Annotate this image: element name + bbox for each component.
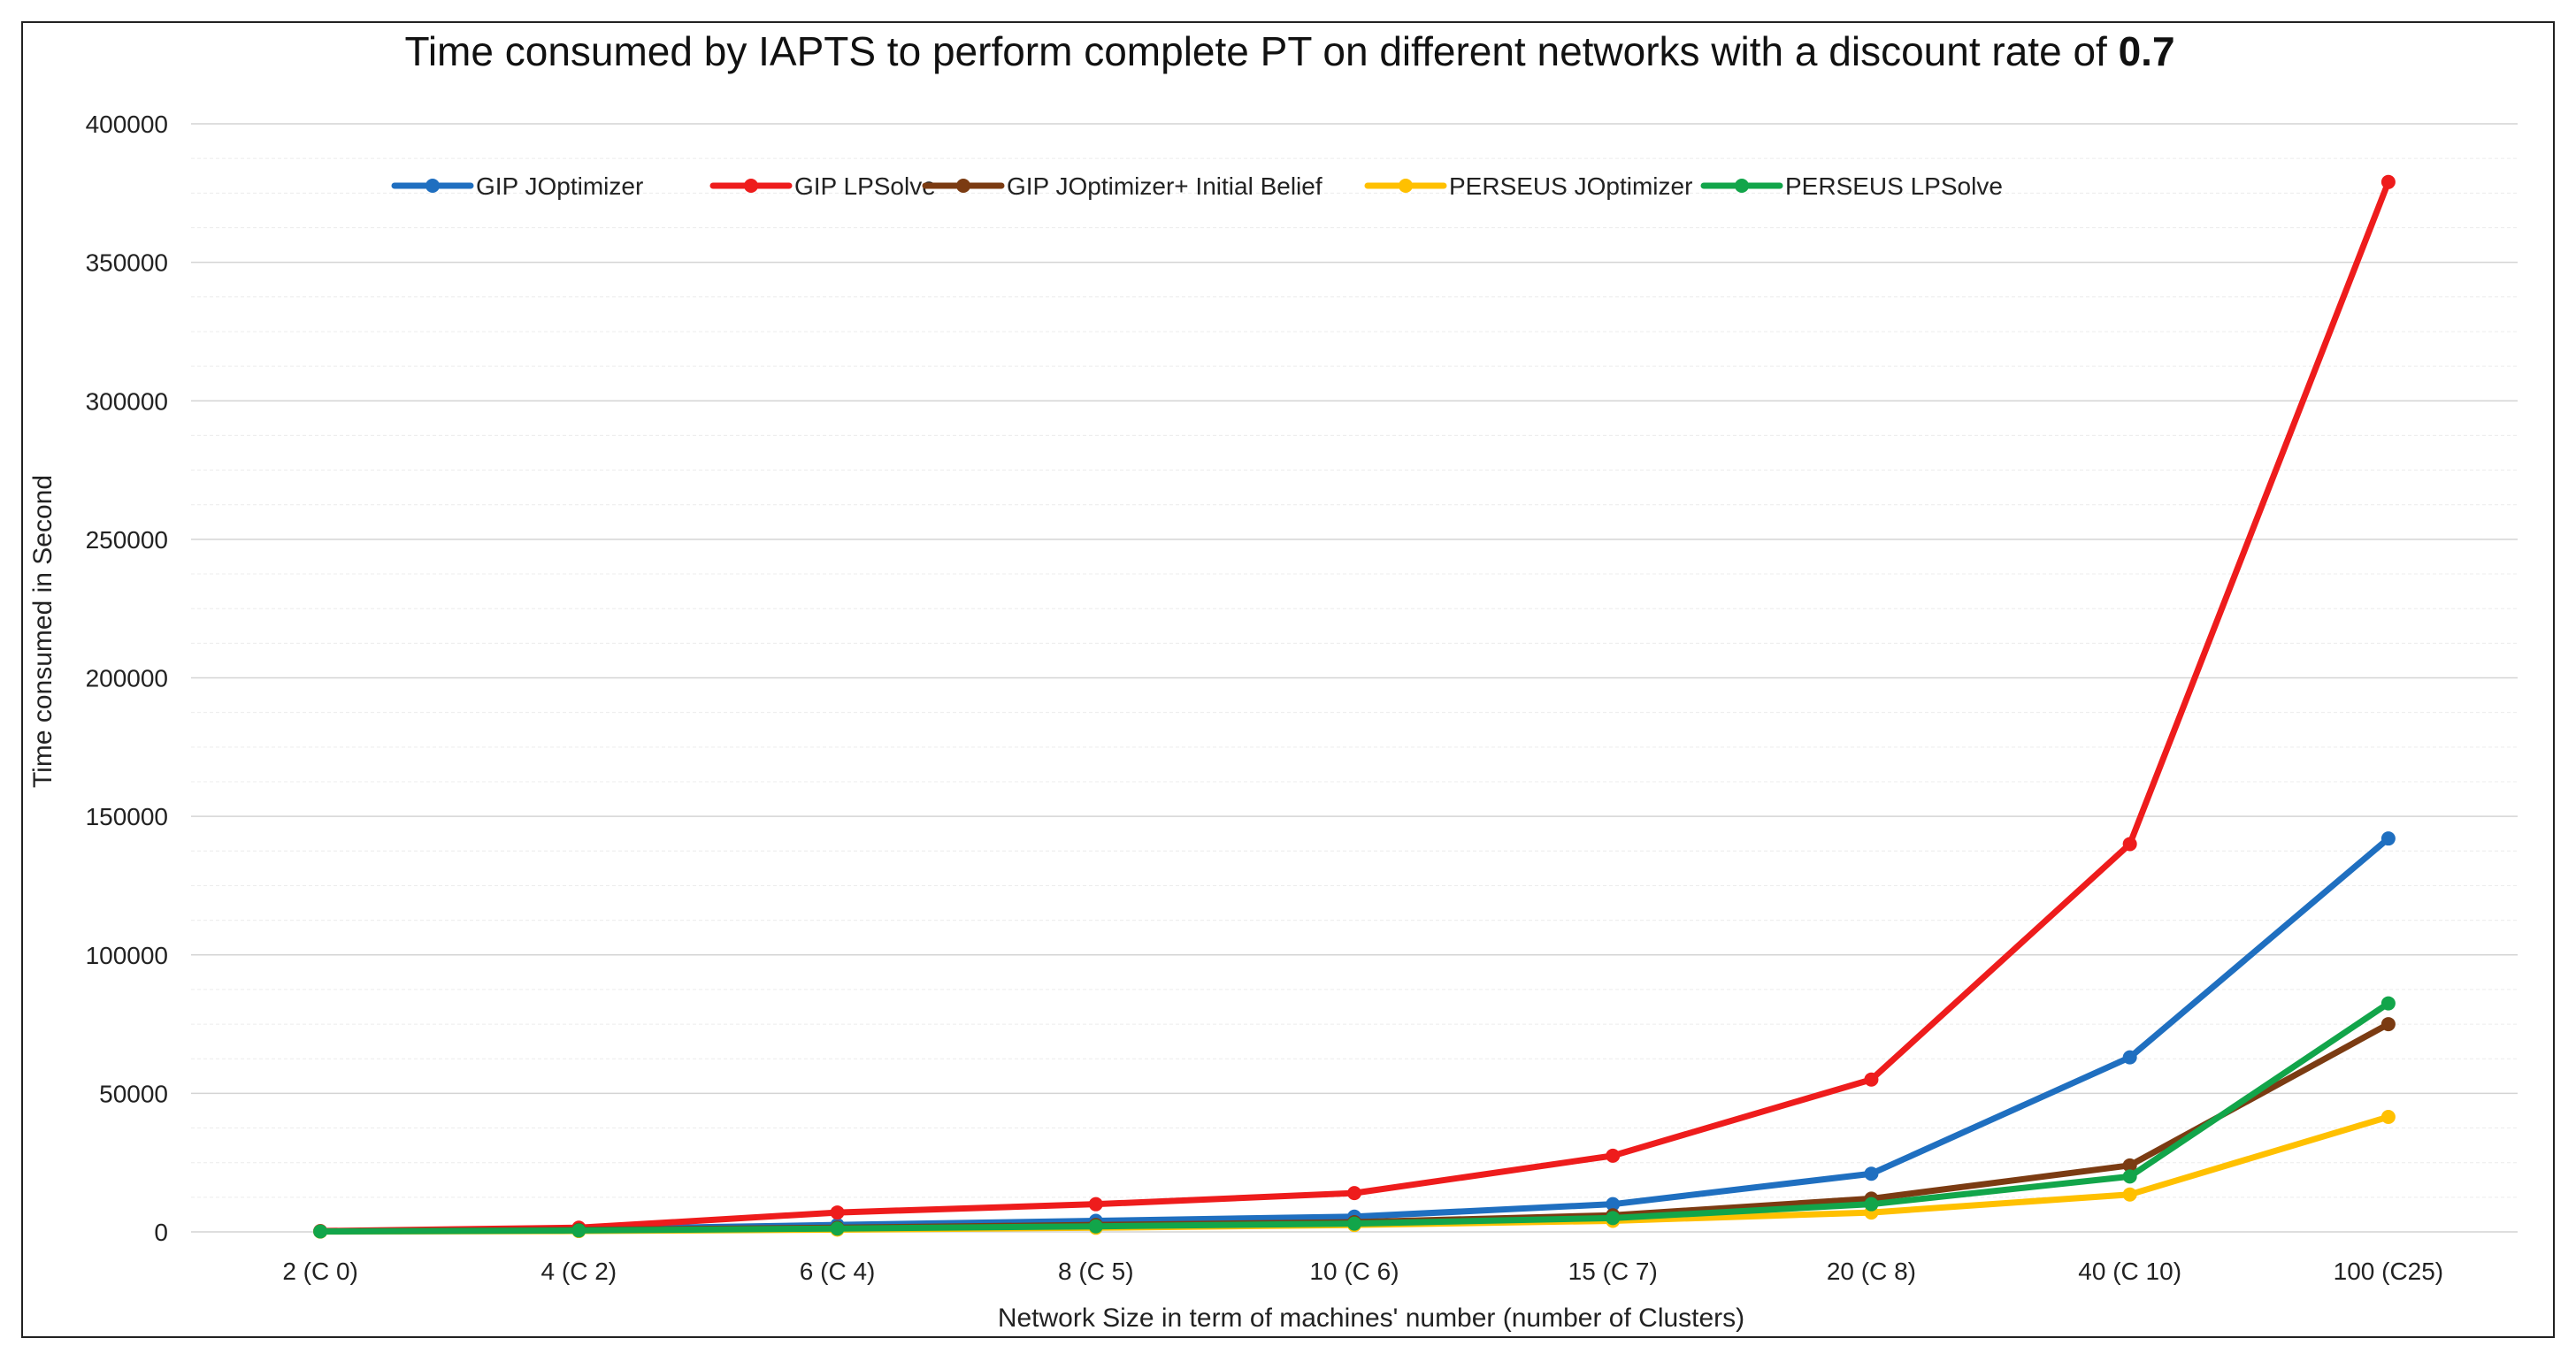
series-lines (313, 174, 2396, 1239)
data-point (1864, 1072, 1879, 1087)
series-line (317, 179, 2392, 1235)
x-axis-ticks: 2 (C 0) 4 (C 2) 6 (C 4) 8 (C 5) 10 (C 6) 15 (… (282, 1258, 2443, 1285)
chart-title-bold: 0.7 (2119, 28, 2175, 74)
data-point (313, 1224, 328, 1239)
data-point (2122, 1050, 2137, 1065)
legend-item: PERSEUS JOptimizer (1364, 172, 1692, 200)
data-point (1088, 1219, 1103, 1234)
legend-item: GIP JOptimizer (391, 172, 643, 200)
series-4 (313, 996, 2396, 1239)
y-tick-label: 0 (154, 1219, 168, 1246)
data-point (1347, 1186, 1361, 1201)
legend-label: GIP LPSolve (794, 172, 936, 200)
y-tick-label: 300000 (86, 387, 168, 415)
data-point (2380, 1017, 2396, 1032)
legend-swatch-marker (1735, 179, 1749, 193)
data-point (2380, 174, 2396, 189)
data-point (1606, 1197, 1621, 1212)
legend-swatch-marker (744, 179, 758, 193)
data-point (2380, 1110, 2396, 1125)
legend-item: PERSEUS LPSolve (1700, 172, 2003, 200)
data-point (1347, 1216, 1361, 1231)
legend-label: GIP JOptimizer+ Initial Belief (1007, 172, 1322, 200)
legend-label: PERSEUS LPSolve (1785, 172, 2003, 200)
x-tick-label: 6 (C 4) (800, 1258, 876, 1285)
legend-swatch-marker (426, 179, 440, 193)
data-point (571, 1223, 586, 1238)
data-point (1864, 1197, 1879, 1212)
data-point (830, 1205, 845, 1220)
chart-title-main: Time consumed by IAPTS to perform comple… (404, 28, 2107, 74)
data-point (2122, 1169, 2137, 1184)
x-tick-label: 100 (C25) (2334, 1258, 2444, 1285)
data-point (1864, 1166, 1879, 1181)
legend-swatch-marker (956, 179, 970, 193)
line-chart: Time consumed by IAPTS to perform comple… (28, 28, 2518, 1333)
y-tick-label: 400000 (86, 111, 168, 138)
data-point (1088, 1197, 1103, 1212)
y-tick-label: 150000 (86, 803, 168, 830)
x-tick-label: 10 (C 6) (1309, 1258, 1399, 1285)
x-tick-label: 20 (C 8) (1827, 1258, 1916, 1285)
data-point (2380, 996, 2396, 1011)
x-tick-label: 40 (C 10) (2078, 1258, 2181, 1285)
x-tick-label: 15 (C 7) (1568, 1258, 1658, 1285)
legend-item: GIP LPSolve (709, 172, 936, 200)
y-tick-label: 200000 (86, 665, 168, 692)
chart-frame: Time consumed by IAPTS to perform comple… (21, 21, 2555, 1338)
x-axis-label: Network Size in term of machines' number… (998, 1304, 1744, 1333)
x-tick-label: 2 (C 0) (282, 1258, 358, 1285)
y-tick-label: 250000 (86, 526, 168, 554)
y-tick-label: 100000 (86, 942, 168, 969)
legend-label: GIP JOptimizer (476, 172, 643, 200)
x-tick-label: 4 (C 2) (541, 1258, 617, 1285)
y-tick-label: 350000 (86, 249, 168, 277)
gridlines (191, 123, 2518, 1233)
data-point (2122, 1187, 2137, 1202)
y-axis-ticks: 0 50000 100000 150000 200000 250000 300000 3500… (86, 111, 168, 1246)
data-point (1606, 1148, 1621, 1163)
data-point (2122, 1158, 2137, 1173)
series-0 (313, 831, 2396, 1239)
legend-swatch-marker (1399, 179, 1413, 193)
x-tick-label: 8 (C 5) (1058, 1258, 1134, 1285)
data-point (2380, 831, 2396, 846)
chart-title: Time consumed by IAPTS to perform comple… (404, 28, 2174, 74)
legend: GIP JOptimizer GIP LPSolve GIP JOptimizer+… (391, 172, 2003, 200)
y-tick-label: 50000 (99, 1080, 168, 1107)
data-point (1606, 1211, 1621, 1226)
legend-label: PERSEUS JOptimizer (1449, 172, 1692, 200)
legend-item: GIP JOptimizer+ Initial Belief (922, 172, 1322, 200)
data-point (2122, 837, 2137, 852)
data-point (830, 1221, 845, 1236)
y-axis-label: Time consumed in Second (28, 475, 58, 788)
